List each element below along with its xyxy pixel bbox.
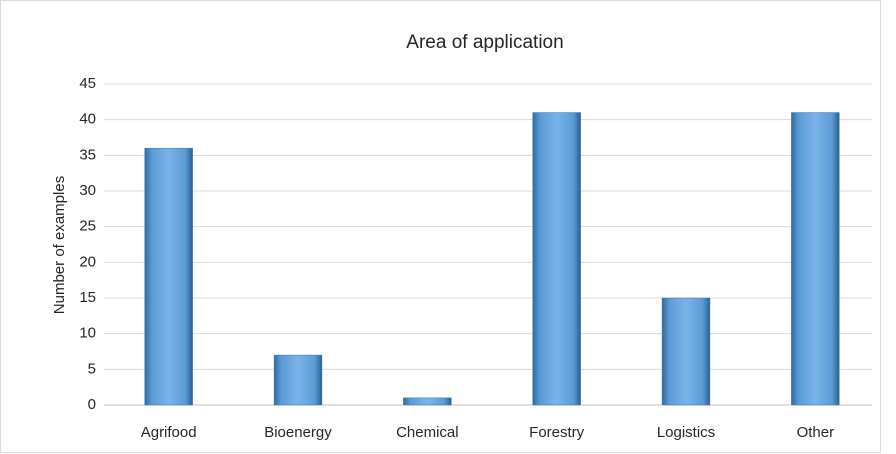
- y-tick-label: 45: [79, 75, 96, 92]
- chart-title: Area of application: [406, 32, 563, 53]
- x-tick-label: Bioenergy: [264, 424, 332, 441]
- bar: [791, 112, 840, 406]
- x-tick-label: Forestry: [529, 424, 585, 441]
- y-tick-label: 35: [79, 146, 96, 163]
- y-tick-label: 10: [79, 325, 96, 342]
- bar: [144, 147, 193, 406]
- y-tick-label: 15: [79, 289, 96, 306]
- x-tick-label: Other: [797, 424, 835, 441]
- bar: [532, 112, 581, 406]
- y-axis-label: Number of examples: [51, 176, 68, 314]
- x-tick-label: Agrifood: [141, 424, 197, 441]
- y-tick-label: 5: [88, 360, 96, 377]
- y-tick-label: 30: [79, 182, 96, 199]
- y-tick-label: 20: [79, 253, 96, 270]
- x-tick-label: Chemical: [396, 424, 459, 441]
- bar: [403, 397, 452, 406]
- x-tick-label: Logistics: [657, 424, 715, 441]
- bar: [273, 354, 323, 406]
- y-tick-label: 0: [88, 396, 96, 413]
- bar: [661, 297, 711, 406]
- y-tick-label: 40: [79, 111, 96, 128]
- y-tick-label: 25: [79, 218, 96, 235]
